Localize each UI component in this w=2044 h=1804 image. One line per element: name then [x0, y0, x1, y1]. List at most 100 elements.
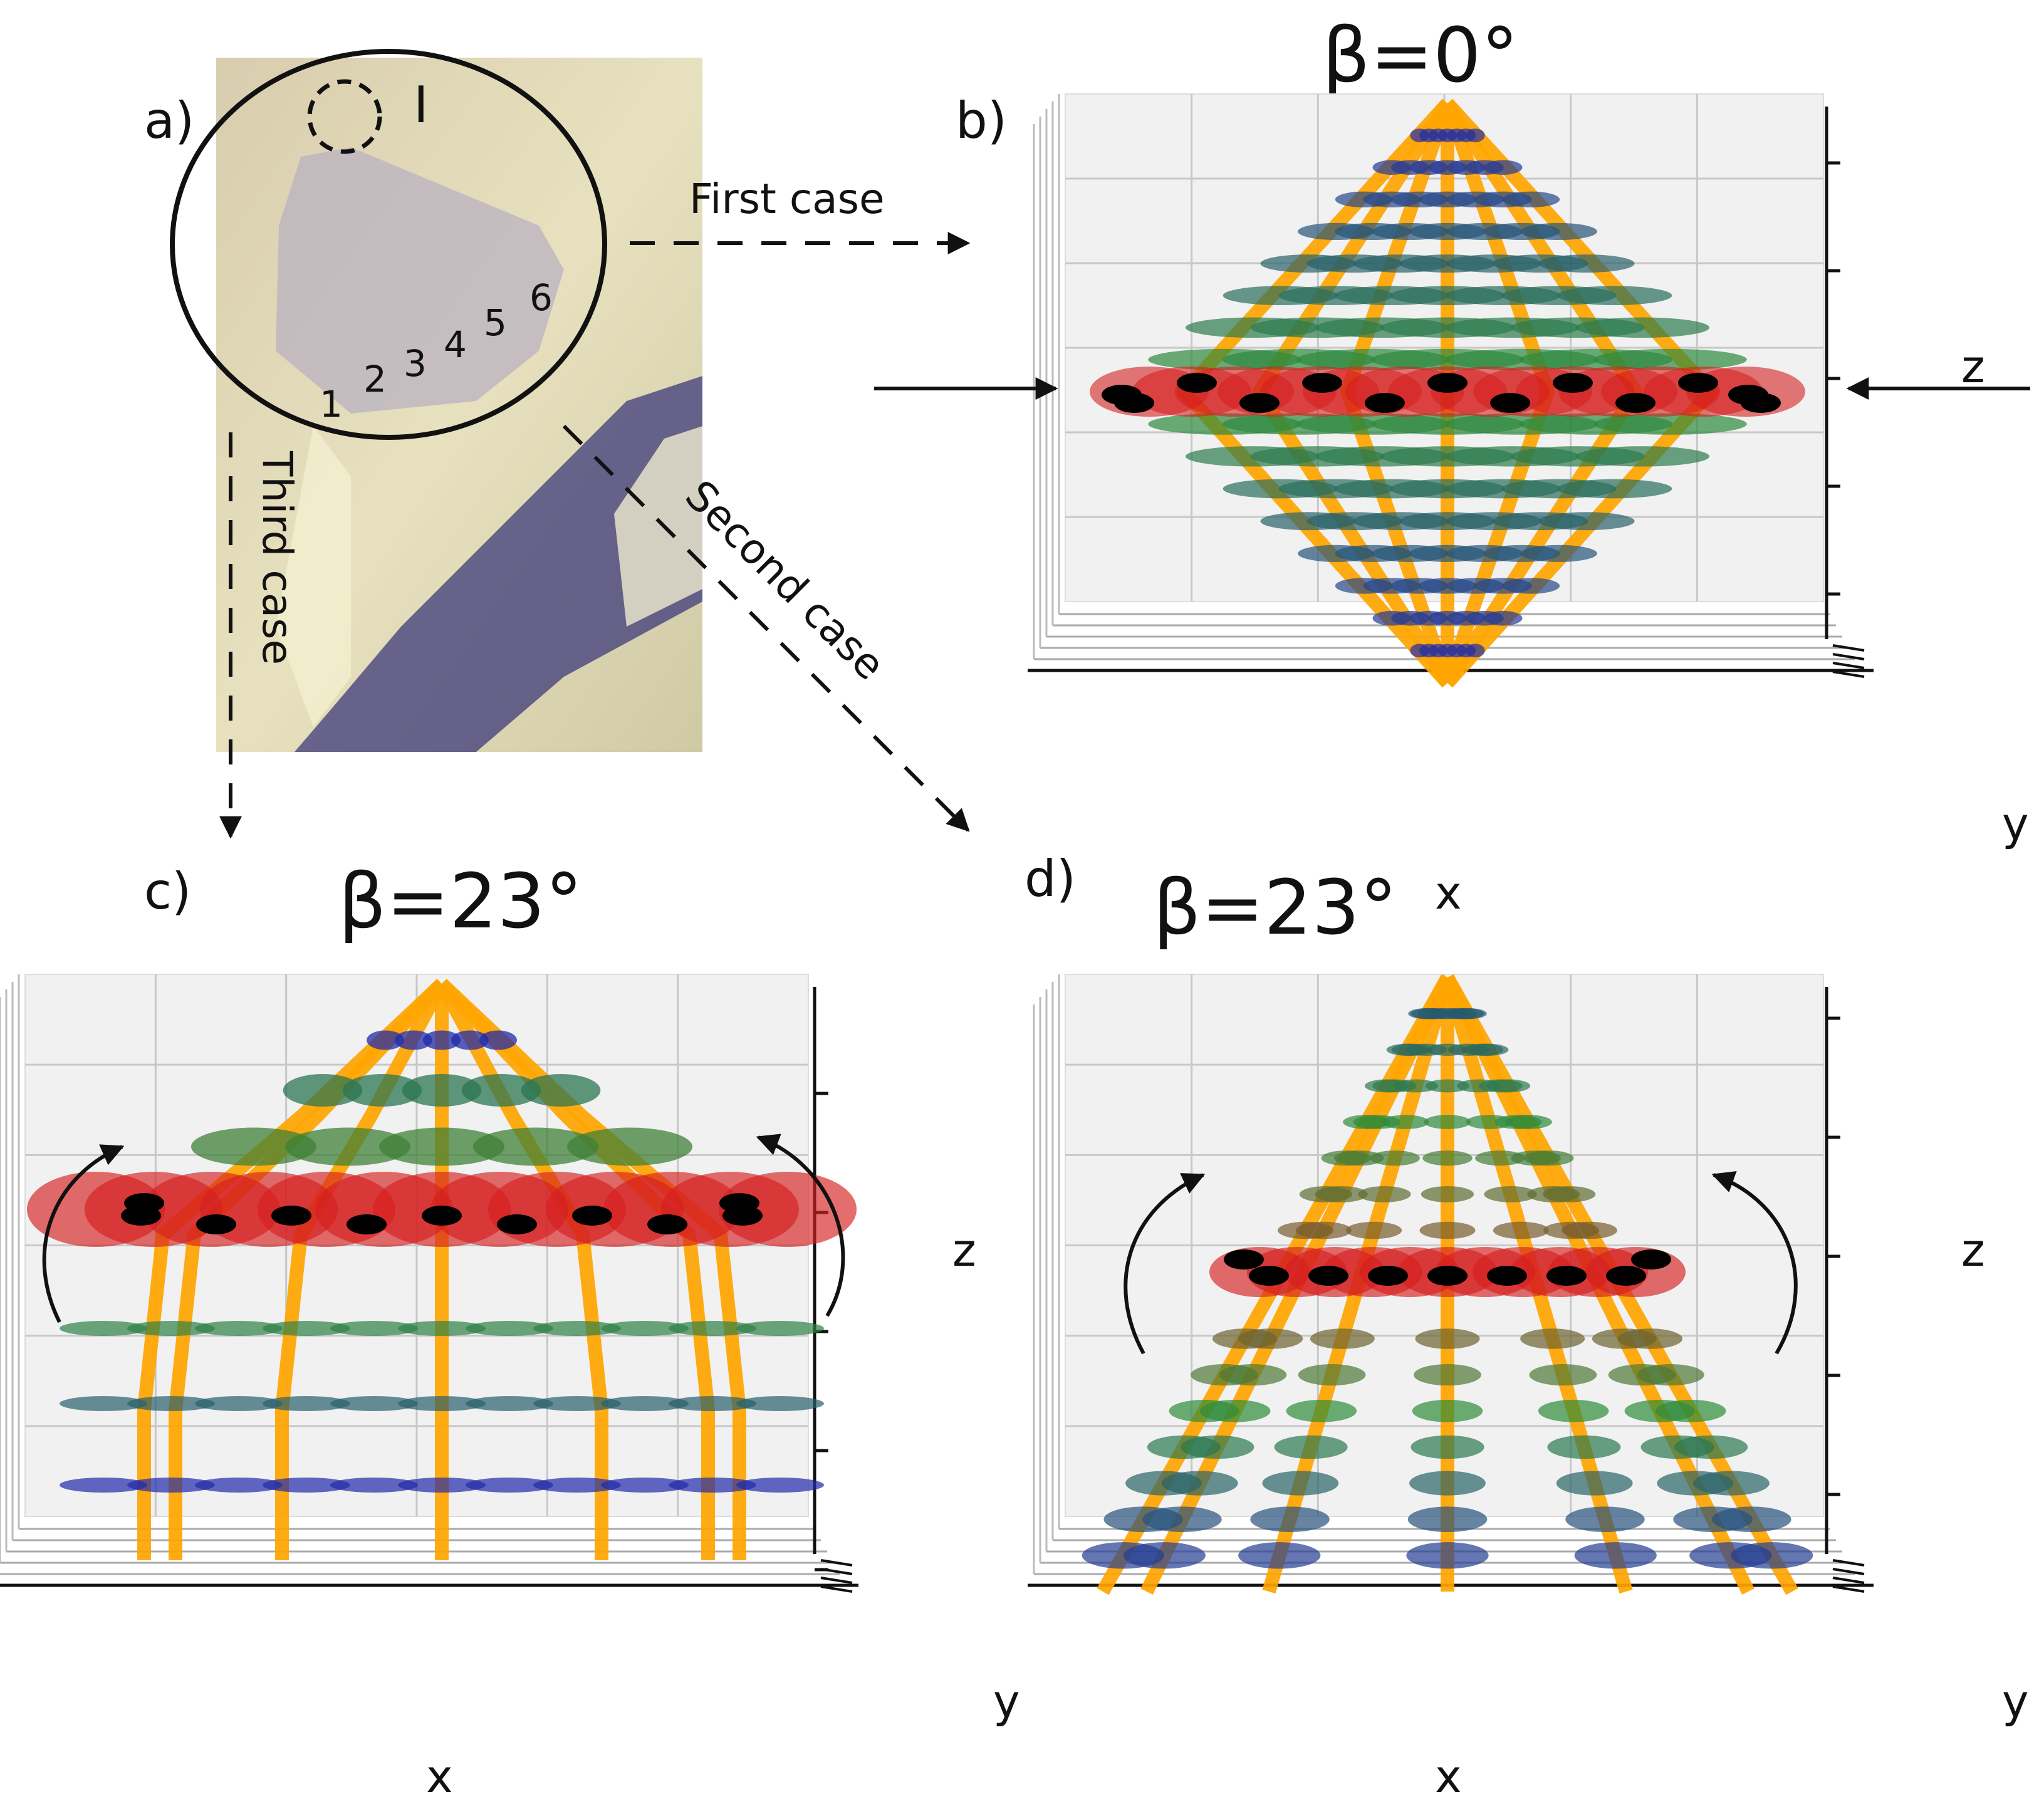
discs-d [1082, 1008, 1813, 1569]
disc-mark [330, 1396, 418, 1411]
y-tick [820, 1585, 853, 1593]
disc-mark [195, 1321, 283, 1336]
stage-numbers: 1 2 3 4 5 6 [320, 276, 553, 425]
y-tick [820, 1568, 853, 1575]
disc-mark [1346, 1221, 1402, 1239]
panel-d-z-label: z [1961, 1224, 1985, 1276]
disc-mark [521, 1074, 601, 1107]
disc-mark [1502, 578, 1560, 594]
disc-mark [283, 1074, 363, 1107]
disc-mark [195, 1478, 283, 1493]
stage-number: 5 [484, 301, 507, 344]
disc-mark [1520, 545, 1597, 562]
disc-mark [60, 1478, 147, 1493]
disc-mark [1712, 1506, 1791, 1533]
knot-mark [1365, 393, 1405, 413]
disc-mark [342, 1074, 422, 1107]
panel-d-x-label: x [1435, 1750, 1462, 1803]
disc-mark [1219, 1364, 1287, 1386]
left-rotation-arrow [1124, 1173, 1206, 1355]
knot-mark [1631, 1249, 1671, 1270]
disc-mark [398, 1396, 486, 1411]
panel-b-title: β=0° [1322, 13, 1518, 100]
disc-mark [285, 1127, 410, 1166]
disc-mark [1505, 1115, 1552, 1129]
disc-mark [1674, 1435, 1748, 1459]
disc-mark [1406, 1542, 1489, 1569]
panel-a-label: a) [144, 91, 194, 150]
disc-mark [191, 1127, 316, 1166]
disc-mark [330, 1478, 418, 1493]
disc-mark [195, 1396, 283, 1411]
disc-mark [1543, 1186, 1596, 1202]
disc-mark [1520, 222, 1597, 241]
knot-mark [1490, 393, 1530, 413]
knot-mark [1427, 1266, 1468, 1286]
panel-b-z-label: z [1961, 340, 1985, 393]
stage-number: 6 [529, 276, 553, 319]
disc-mark [367, 1030, 404, 1050]
disc-mark [60, 1321, 147, 1336]
disc-mark [1358, 1186, 1411, 1202]
knot-mark [497, 1214, 537, 1234]
knot-mark [1308, 1266, 1348, 1286]
disc-mark [1415, 1328, 1480, 1349]
disc-mark [1562, 1221, 1617, 1239]
knot-mark [1427, 373, 1468, 393]
disc-mark [1199, 1399, 1271, 1422]
disc-mark [1382, 1115, 1429, 1129]
knot-mark [1302, 373, 1342, 393]
disc-mark [1538, 254, 1635, 273]
disc-mark [1502, 191, 1560, 208]
disc-mark [1575, 317, 1710, 338]
disc-mark [669, 1396, 756, 1411]
disc-mark [533, 1321, 621, 1336]
knot-mark [719, 1193, 759, 1213]
knot-mark [1239, 393, 1280, 413]
knot-mark [1546, 1266, 1587, 1286]
panel-b-x-label: x [1435, 867, 1462, 919]
disc-mark [1538, 1399, 1609, 1422]
disc-mark [1123, 1542, 1206, 1569]
inspection-circle [170, 49, 607, 440]
disc-mark [127, 1478, 215, 1493]
disc-mark [379, 1127, 504, 1166]
panel-c-x-label: x [426, 1750, 453, 1803]
knot-mark [1102, 385, 1142, 405]
knot-mark [1368, 1266, 1408, 1286]
knot-mark [124, 1193, 164, 1213]
disc-mark [466, 1321, 553, 1336]
disc-mark [1556, 1471, 1633, 1496]
disc-mark [466, 1396, 553, 1411]
panel-d-title: β=23° [1153, 865, 1397, 952]
disc-mark [567, 1127, 692, 1166]
third-case-label: Third case [253, 451, 301, 665]
disc-mark [1181, 1435, 1254, 1459]
disc-mark [1412, 1399, 1483, 1422]
disc-mark [473, 1127, 598, 1166]
disc-mark [398, 1321, 486, 1336]
y-tick [820, 1577, 853, 1584]
panel-d-label: d) [1025, 850, 1076, 908]
knot-mark [1177, 373, 1217, 393]
disc-mark [461, 1074, 541, 1107]
disc-mark [736, 1396, 824, 1411]
disc-mark [1238, 1542, 1321, 1569]
disc-mark [1557, 479, 1672, 499]
disc-mark [1468, 1043, 1509, 1056]
knot-mark [647, 1214, 687, 1234]
disc-mark [263, 1478, 350, 1493]
y-tick [1832, 1585, 1865, 1593]
disc-mark [1618, 1328, 1683, 1349]
disc-mark [1520, 1328, 1585, 1349]
disc-mark [1637, 1364, 1704, 1386]
disc-mark [1286, 1399, 1357, 1422]
panel-c-title: β=23° [338, 858, 583, 946]
disc-mark [1475, 1150, 1525, 1166]
left-rotation-arrow [42, 1144, 125, 1323]
crystal-shape [295, 376, 702, 752]
disc-mark [330, 1321, 418, 1336]
disc-mark [127, 1396, 215, 1411]
disc-mark [1538, 512, 1635, 531]
disc-mark [601, 1396, 689, 1411]
